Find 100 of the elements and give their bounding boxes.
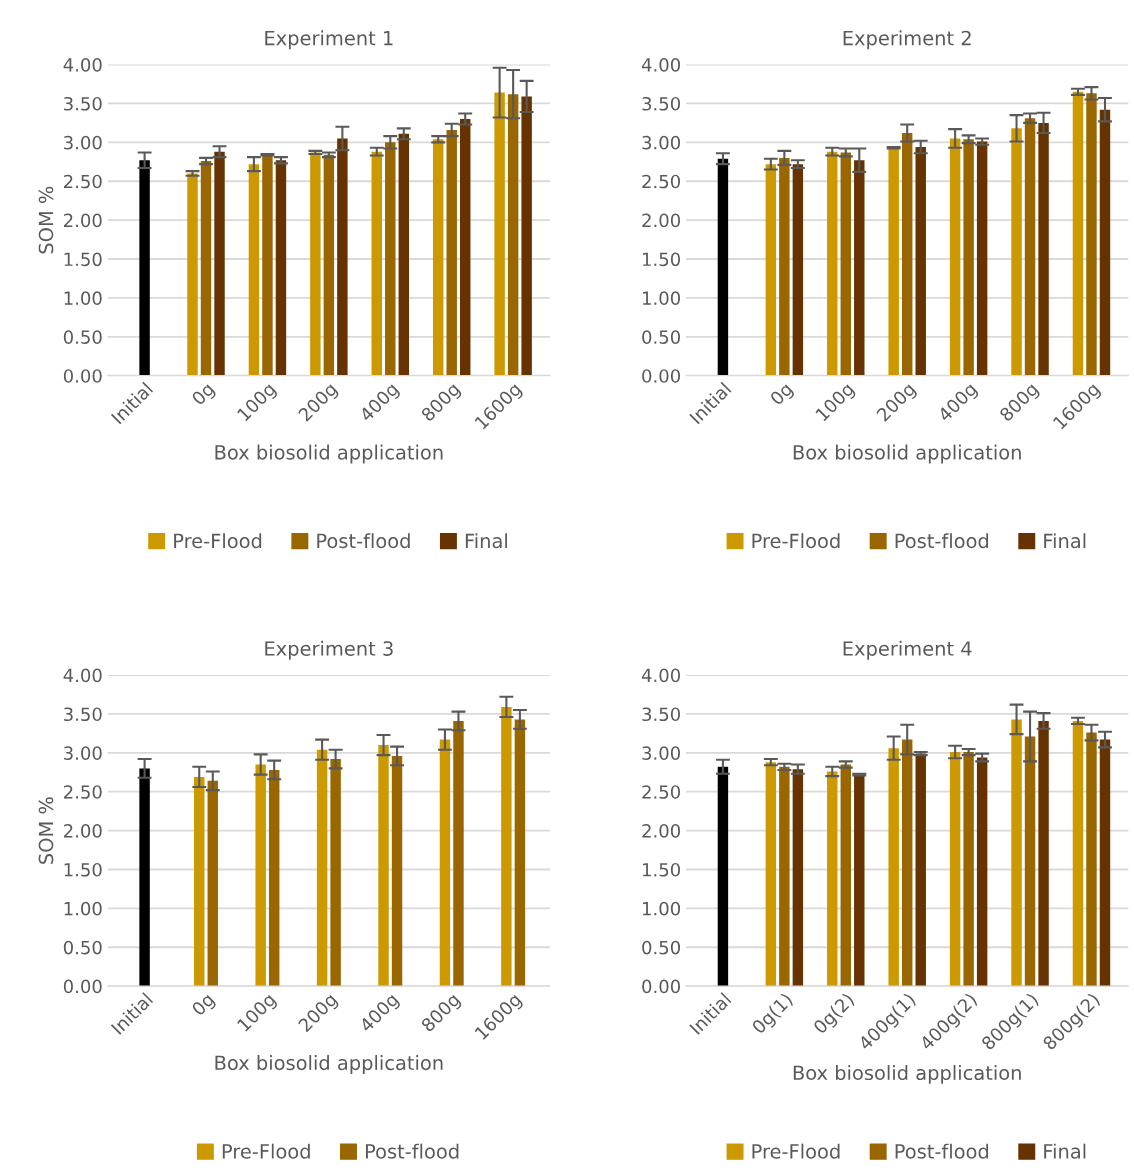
bar: [214, 151, 225, 376]
bar: [1011, 719, 1022, 987]
bar: [915, 147, 926, 376]
bar: [275, 160, 287, 376]
bar: [915, 753, 926, 987]
x-tick-label: 0g: [769, 381, 796, 409]
bar: [1024, 736, 1036, 987]
y-tick-label: 1.50: [642, 252, 681, 267]
y-tick-label: 2.50: [642, 174, 681, 189]
bar: [521, 96, 532, 376]
x-tick-label: 0g: [190, 381, 218, 409]
legend-label: Post-flood: [365, 1143, 459, 1159]
y-tick-label: 1.50: [64, 252, 102, 267]
bar: [460, 119, 471, 376]
y-tick-label: 1.50: [64, 862, 102, 877]
bar: [717, 766, 729, 987]
legend-label: Pre-Flood: [752, 533, 840, 549]
y-tick-label: 3.50: [642, 96, 681, 111]
y-tick-label: 3.50: [64, 96, 102, 111]
bar: [1072, 91, 1084, 376]
y-tick-label: 3.50: [64, 707, 102, 722]
bar: [1024, 118, 1036, 376]
bar: [1011, 128, 1022, 376]
y-axis-title: SOM %: [38, 186, 54, 254]
bar: [1038, 720, 1049, 987]
bar: [371, 151, 382, 376]
y-tick-label: 3.00: [64, 746, 102, 760]
legend-label: Final: [1044, 533, 1086, 549]
bar: [501, 706, 512, 987]
bar: [963, 752, 974, 987]
y-tick-label: 2.50: [63, 785, 102, 799]
bar: [398, 133, 410, 376]
bar: [330, 759, 341, 987]
y-axis-title: SOM %: [38, 797, 54, 864]
bar: [779, 157, 790, 376]
bar: [854, 774, 865, 987]
y-tick-label: 4.00: [641, 668, 681, 683]
y-tick-label: 0.50: [642, 940, 681, 955]
y-tick-label: 0.00: [642, 369, 681, 383]
legend-label: Post-flood: [895, 533, 989, 549]
bar: [391, 755, 403, 987]
bar: [1099, 739, 1111, 987]
bar: [316, 749, 328, 987]
bar: [901, 739, 913, 987]
y-tick-label: 1.00: [64, 291, 102, 306]
y-tick-label: 2.00: [63, 213, 102, 228]
y-tick-label: 3.00: [64, 135, 102, 150]
y-tick-label: 2.50: [63, 174, 102, 189]
bar: [378, 745, 389, 987]
y-tick-label: 2.00: [63, 824, 102, 838]
y-tick-label: 0.00: [63, 369, 102, 383]
bar: [494, 92, 505, 376]
bar: [337, 138, 348, 376]
bar: [439, 739, 451, 987]
y-tick-label: 2.00: [642, 213, 681, 228]
bar: [827, 151, 838, 376]
y-tick-label: 1.00: [642, 291, 681, 306]
y-tick-label: 2.50: [642, 785, 681, 799]
bar: [949, 752, 961, 987]
y-tick-label: 4.00: [63, 668, 102, 683]
chart-title: Experiment 2: [843, 30, 971, 50]
y-tick-label: 4.00: [63, 58, 102, 72]
bar: [200, 161, 212, 376]
bar: [187, 173, 198, 376]
chart-title: Experiment 4: [843, 640, 972, 660]
bar: [248, 164, 260, 376]
bar: [432, 139, 444, 376]
bar: [765, 762, 777, 987]
y-tick-label: 1.50: [642, 862, 681, 877]
legend-label: Pre-Flood: [222, 1143, 310, 1159]
x-axis-title: Box biosolid application: [793, 444, 1021, 464]
bar: [963, 139, 974, 376]
y-tick-label: 0.00: [642, 979, 681, 994]
x-axis-title: Box biosolid application: [215, 444, 443, 464]
bar: [323, 154, 335, 376]
bar: [949, 138, 961, 376]
bar: [139, 768, 150, 987]
y-tick-label: 0.00: [63, 979, 102, 994]
x-axis-title: Box biosolid application: [215, 1055, 443, 1074]
bar: [854, 160, 865, 376]
legend-label: Final: [1044, 1143, 1086, 1159]
y-tick-label: 1.00: [64, 901, 102, 916]
bar: [976, 141, 988, 376]
bar: [792, 164, 804, 376]
bar: [1072, 720, 1084, 987]
y-tick-label: 4.00: [641, 58, 681, 72]
y-tick-label: 1.00: [642, 901, 681, 916]
bar: [507, 94, 519, 376]
bar: [139, 160, 150, 376]
legend-label: Pre-Flood: [752, 1143, 840, 1159]
bar: [310, 152, 321, 376]
bar: [207, 780, 218, 987]
legend-label: Post-flood: [317, 533, 410, 549]
bar: [840, 152, 851, 376]
bar: [1099, 109, 1111, 376]
bar: [268, 769, 280, 987]
bar: [1086, 732, 1097, 987]
bar: [840, 764, 851, 987]
bar: [888, 147, 899, 376]
y-tick-label: 2.00: [642, 824, 681, 838]
